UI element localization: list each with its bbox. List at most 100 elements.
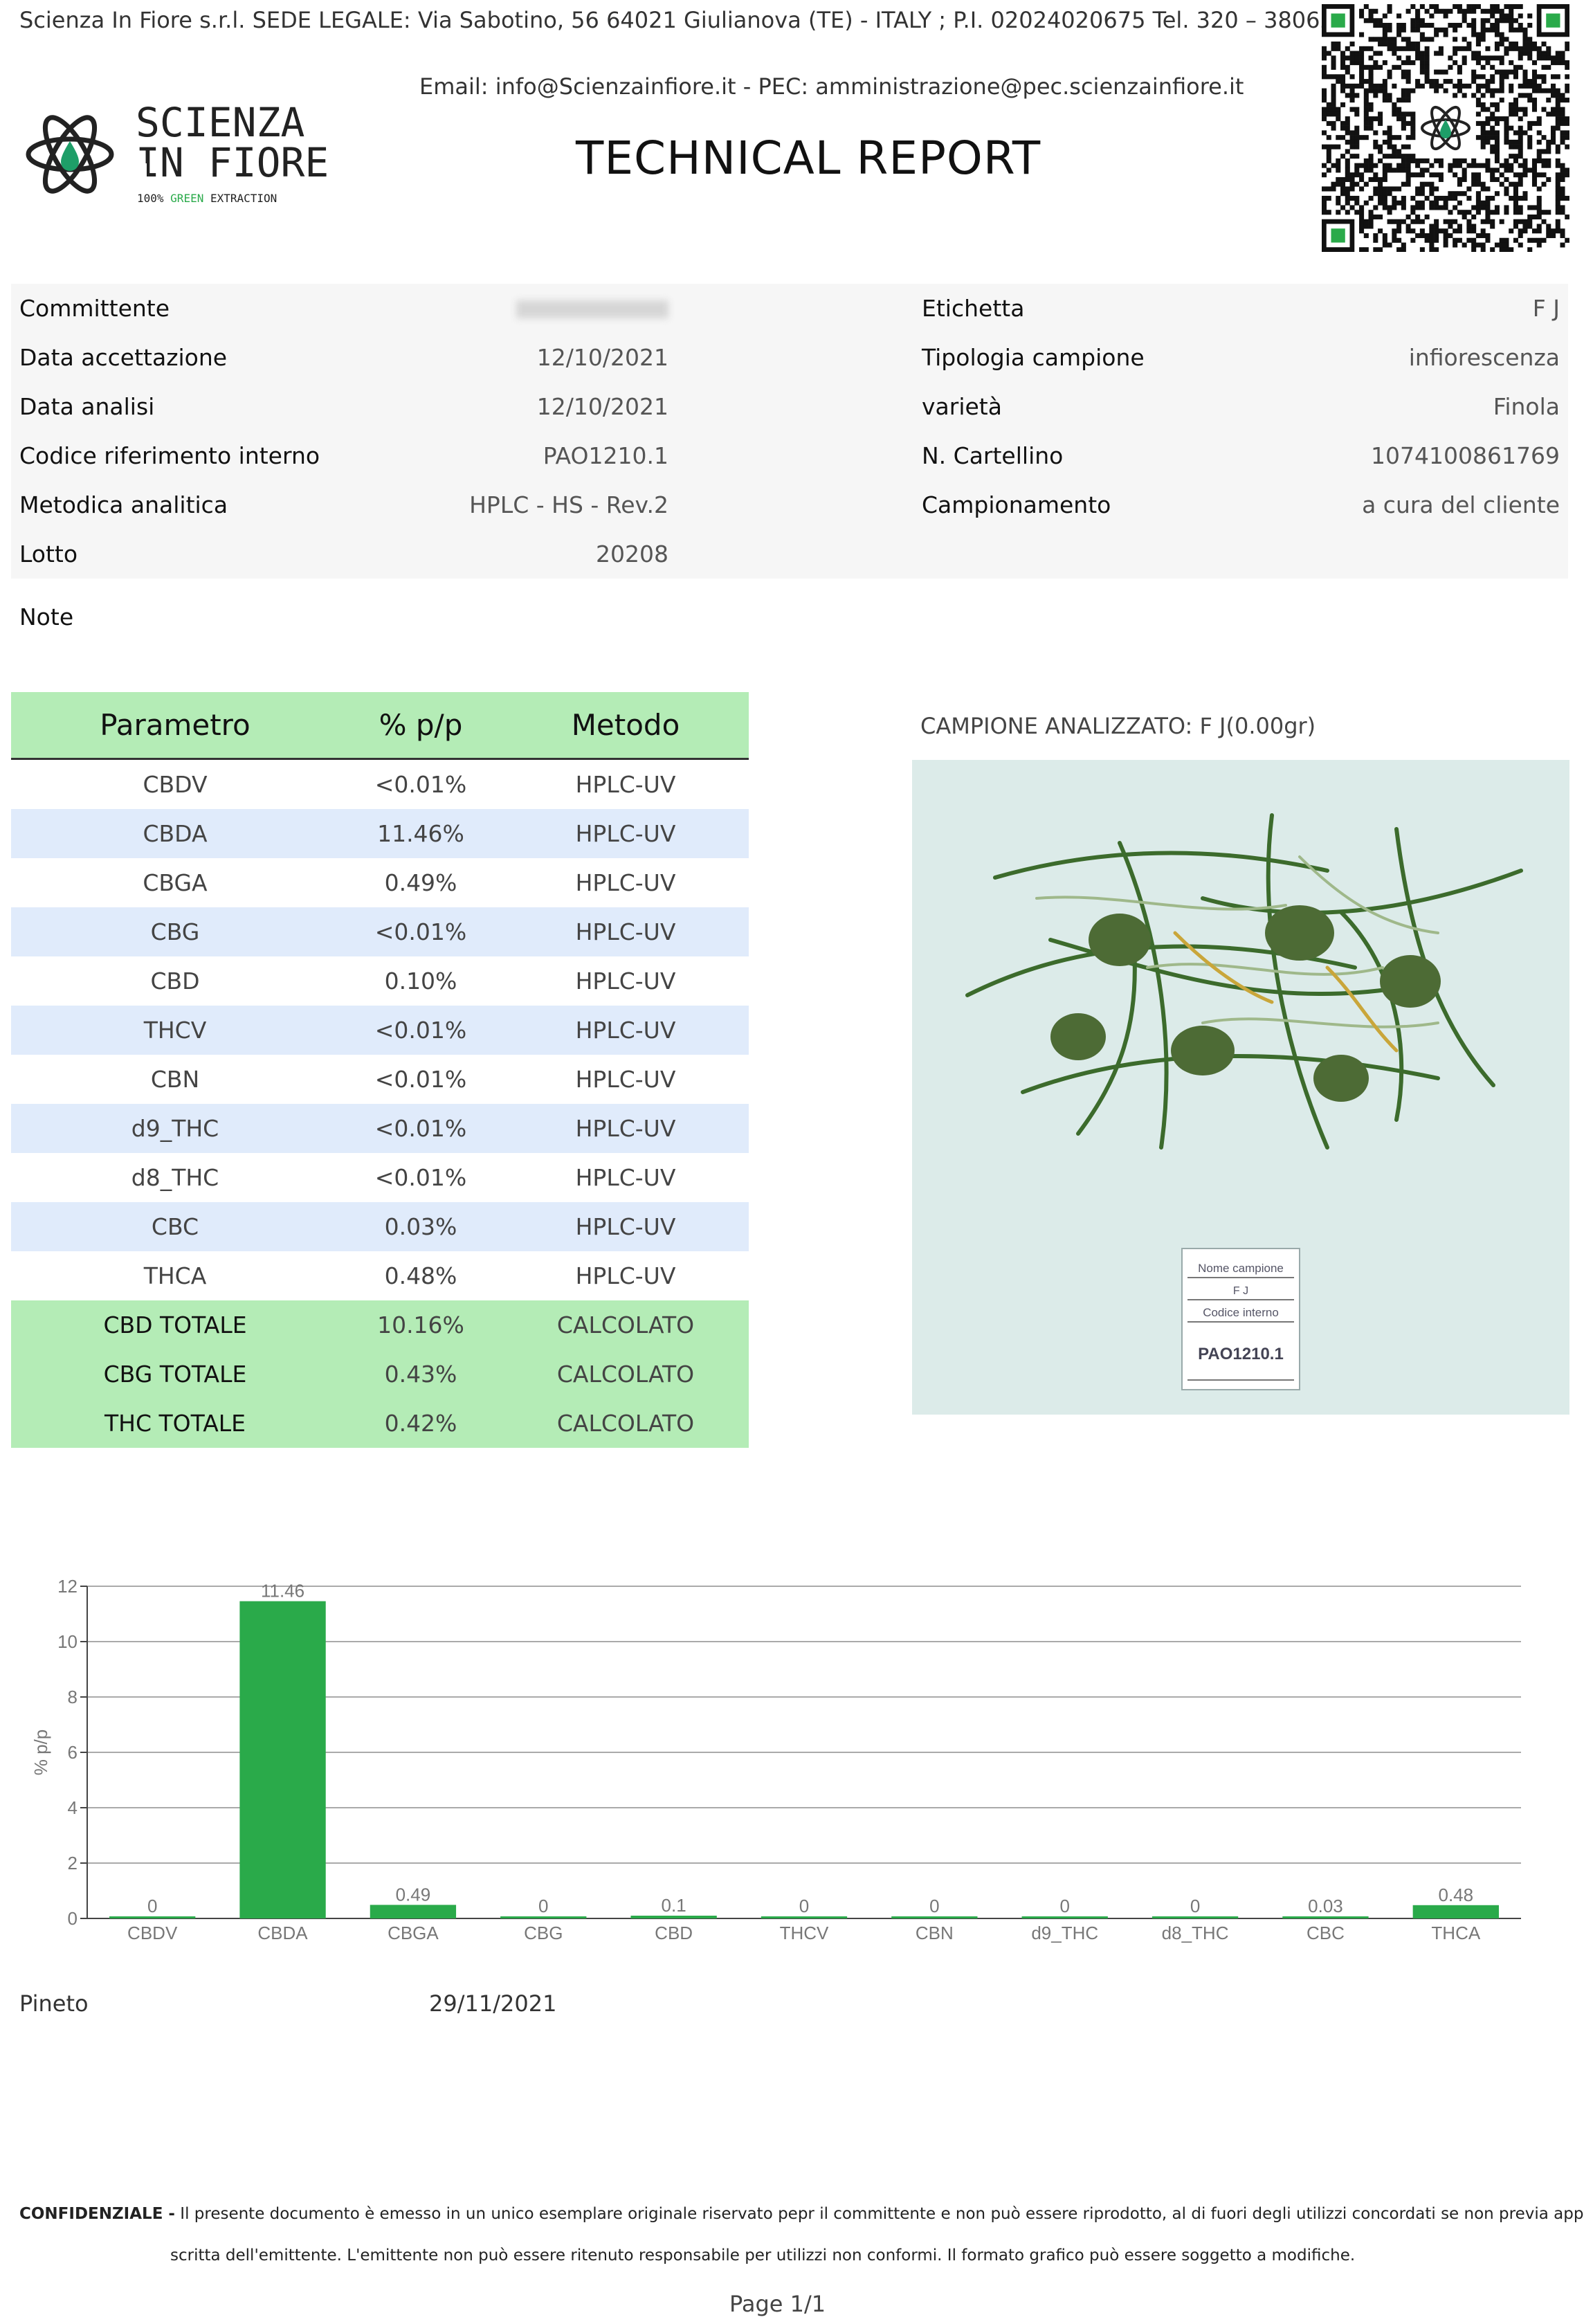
cell-method: HPLC-UV [502, 1104, 749, 1153]
cell-method: HPLC-UV [502, 1006, 749, 1055]
y-tick-label: 12 [57, 1576, 78, 1597]
cell-parametro: CBN [150, 1066, 200, 1093]
cell-value: <0.01% [339, 1104, 502, 1153]
value-data-accettazione: 12/10/2021 [536, 344, 668, 371]
logo-line-2: IN FIORE [136, 139, 329, 186]
cell-value: <0.01% [339, 1006, 502, 1055]
sample-caption: CAMPIONE ANALIZZATO: F J(0.00gr) [920, 713, 1316, 739]
results-header-row: Parametro % p/p Metodo [11, 692, 749, 760]
col-header-percent: % p/p [339, 692, 502, 760]
cannabinoid-bar-chart: 0 2 4 6 8 10 12 % p/p 0 CBDV 11.46 CBDA 0.49 CBGA 0 CBG… [21, 1571, 1529, 1952]
bar [630, 1916, 717, 1918]
y-tick-label: 10 [57, 1631, 78, 1652]
cell-method: CALCOLATO [502, 1300, 749, 1350]
table-row: CBDA 11.46% HPLC-UV [11, 809, 749, 858]
cell-method: HPLC-UV [575, 869, 676, 896]
label-lotto: Lotto [19, 541, 78, 568]
cell-parametro: CBG TOTALE [11, 1350, 339, 1399]
x-tick-label: THCA [1431, 1923, 1480, 1943]
y-tick-label: 0 [68, 1908, 78, 1929]
x-tick-label: d9_THC [1031, 1923, 1098, 1943]
y-tick-label: 6 [68, 1742, 78, 1763]
bar [1021, 1916, 1108, 1918]
col-header-metodo: Metodo [502, 692, 749, 760]
cell-parametro: d8_THC [131, 1164, 219, 1191]
table-row: CBN <0.01% HPLC-UV [11, 1055, 749, 1104]
qr-code [1322, 4, 1570, 253]
cell-parametro: THCA [143, 1262, 207, 1289]
cell-parametro: CBD [150, 968, 200, 995]
cell-parametro: d9_THC [11, 1104, 339, 1153]
footer-place: Pineto [19, 1990, 89, 2017]
cell-value: 0.10% [384, 968, 457, 995]
bar-value-label: 0.48 [1439, 1885, 1474, 1905]
bar-value-label: 0 [1190, 1896, 1200, 1916]
confidential-text-1: Il presente documento è emesso in un uni… [174, 2205, 1584, 2223]
atom-logo-icon [25, 101, 115, 208]
x-tick-label: CBN [916, 1923, 954, 1943]
note-label: Note [19, 603, 74, 630]
page-number: Page 1/1 [729, 2291, 826, 2317]
company-info-line: Scienza In Fiore s.r.l. SEDE LEGALE: Via… [19, 7, 1370, 33]
cell-parametro: THCV [11, 1006, 339, 1055]
cell-parametro: CBDV [143, 771, 208, 798]
cell-parametro: THC TOTALE [11, 1399, 339, 1448]
cell-parametro: CBC [11, 1202, 339, 1251]
cell-parametro: CBG [11, 907, 339, 956]
cell-parametro: CBDA [11, 809, 339, 858]
cell-method: CALCOLATO [502, 1399, 749, 1448]
cell-parametro: CBD TOTALE [11, 1300, 339, 1350]
value-campionamento: a cura del cliente [1362, 491, 1560, 518]
confidential-label: CONFIDENZIALE - [19, 2205, 175, 2223]
bar-value-label: 0 [538, 1896, 548, 1916]
bar [500, 1916, 587, 1918]
table-row: THCA 0.48% HPLC-UV [11, 1251, 749, 1300]
value-lotto: 20208 [596, 541, 668, 568]
value-cartellino: 1074100861769 [1371, 442, 1560, 469]
x-tick-label: CBD [655, 1923, 693, 1943]
cell-value: 0.43% [339, 1350, 502, 1399]
value-varieta: Finola [1493, 393, 1560, 420]
value-metodica: HPLC - HS - Rev.2 [469, 491, 668, 518]
label-etichetta: Etichetta [922, 295, 1025, 322]
label-campionamento: Campionamento [922, 491, 1111, 518]
col-header-parametro: Parametro [11, 692, 339, 760]
y-tick-label: 4 [68, 1797, 78, 1818]
bar [109, 1916, 196, 1918]
bar-value-label: 0 [1059, 1896, 1069, 1916]
label-codice-interno: Codice riferimento interno [19, 442, 320, 469]
cell-value: 0.48% [384, 1262, 457, 1289]
total-row: CBD TOTALE 10.16% CALCOLATO [11, 1300, 749, 1350]
x-tick-label: CBGA [388, 1923, 439, 1943]
table-row: CBC 0.03% HPLC-UV [11, 1202, 749, 1251]
cell-value: 0.49% [384, 869, 457, 896]
cell-method: HPLC-UV [502, 907, 749, 956]
y-tick-label: 8 [68, 1687, 78, 1707]
report-title: TECHNICAL REPORT [576, 131, 1041, 185]
cell-value: 11.46% [339, 809, 502, 858]
table-row: CBG <0.01% HPLC-UV [11, 907, 749, 956]
bar-value-label: 0 [929, 1896, 939, 1916]
card-code-label: Codice interno [1203, 1306, 1279, 1319]
email-line: Email: info@Scienzainfiore.it - PEC: amm… [419, 73, 1244, 100]
confidential-notice: CONFIDENZIALE - Il presente documento è … [19, 2205, 1584, 2223]
x-tick-label: CBDA [257, 1923, 308, 1943]
y-axis-label: % p/p [30, 1730, 51, 1776]
card-name-label: Nome campione [1198, 1262, 1284, 1275]
logo-tagline: 100% GREEN EXTRACTION [137, 192, 277, 205]
label-cartellino: N. Cartellino [922, 442, 1064, 469]
bar [370, 1905, 457, 1918]
x-tick-label: CBDV [127, 1923, 178, 1943]
cell-value: 0.03% [339, 1202, 502, 1251]
bar-value-label: 0 [799, 1896, 809, 1916]
table-row: CBGA 0.49% HPLC-UV [11, 858, 749, 907]
cell-value: 0.42% [339, 1399, 502, 1448]
logo-line-1: SCIENZA [136, 99, 305, 146]
x-tick-label: d8_THC [1162, 1923, 1229, 1943]
cell-method: HPLC-UV [575, 1164, 676, 1191]
bar [1412, 1905, 1499, 1918]
label-tipologia: Tipologia campione [922, 344, 1145, 371]
bar [1282, 1916, 1369, 1918]
total-row: THC TOTALE 0.42% CALCOLATO [11, 1399, 749, 1448]
value-tipologia: infiorescenza [1408, 344, 1560, 371]
